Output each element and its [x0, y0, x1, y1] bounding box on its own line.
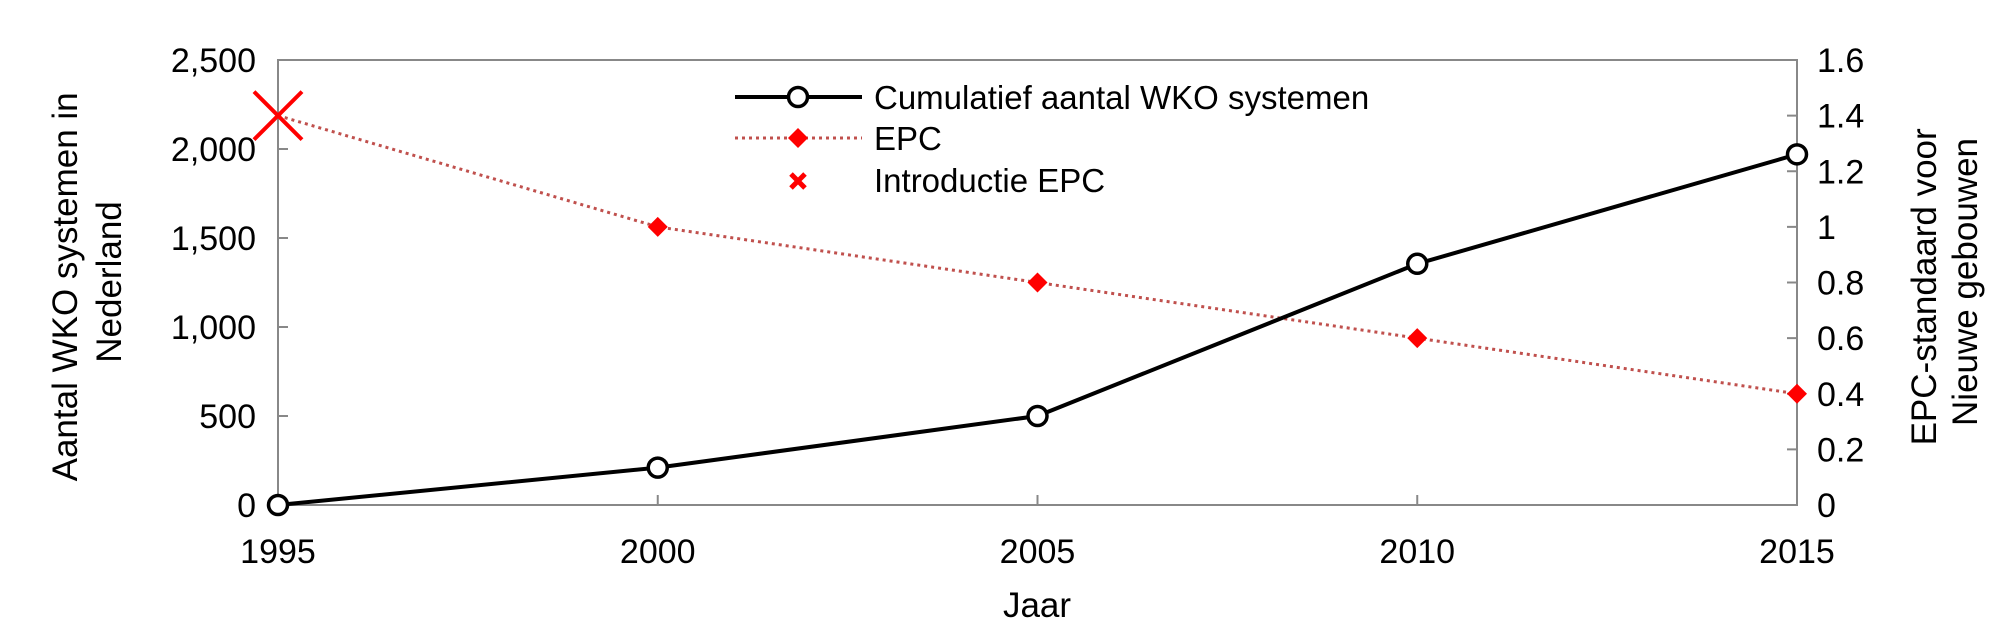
- legend-label-epc: EPC: [874, 120, 942, 157]
- right-y-tick-label: 0.2: [1817, 431, 1864, 469]
- x-tick-label: 2010: [1379, 533, 1455, 571]
- right-y-tick-label: 0.6: [1817, 320, 1864, 358]
- right-y-axis-title-line2: Nieuwe gebouwen: [1946, 138, 1985, 426]
- left-y-tick-label: 0: [237, 487, 256, 525]
- x-tick-label: 2000: [620, 533, 696, 571]
- left-y-tick-label: 500: [199, 398, 256, 436]
- right-y-axis: 0 0.2 0.4 0.6 0.8 1 1.2 1.4 1.6: [1787, 42, 1864, 525]
- series-layer: [252, 90, 1809, 517]
- right-y-tick-label: 1.4: [1817, 98, 1864, 136]
- x-axis-title: Jaar: [1003, 586, 1071, 625]
- x-tick-label: 1995: [240, 533, 316, 571]
- left-y-axis: 0 500 1,000 1,500 2,000 2,500: [171, 42, 288, 525]
- epc-line: [277, 114, 1798, 396]
- right-y-tick-label: 0.4: [1817, 376, 1864, 414]
- left-y-axis-title-line1: Aantal WKO systemen in: [46, 92, 85, 481]
- epc-point: [647, 216, 668, 237]
- wko-point: [646, 456, 669, 479]
- right-y-tick-label: 1.6: [1817, 42, 1864, 80]
- legend: Cumulatief aantal WKO systemen EPC Intro…: [735, 79, 1369, 199]
- right-y-tick-label: 0.8: [1817, 265, 1864, 303]
- left-y-tick-label: 1,500: [171, 220, 256, 258]
- wko-point: [1406, 252, 1429, 276]
- introductie-epc-point: [252, 90, 304, 142]
- left-y-axis-title: Aantal WKO systemen in Nederland: [46, 83, 129, 482]
- left-y-axis-title-line2: Nederland: [90, 201, 129, 363]
- legend-label-wko: Cumulatief aantal WKO systemen: [874, 79, 1369, 116]
- x-tick-label: 2015: [1759, 533, 1835, 571]
- epc-point: [1407, 328, 1428, 349]
- x-axis: 1995 2000 2005 2010 2015: [240, 495, 1835, 571]
- wko-line: [277, 152, 1798, 507]
- wko-point: [1026, 404, 1049, 428]
- legend-swatch-wko-marker: [786, 85, 810, 109]
- wko-point: [266, 493, 290, 517]
- x-tick-label: 2005: [1000, 533, 1076, 571]
- right-y-axis-title: EPC-standaard voor Nieuwe gebouwen: [1905, 119, 1985, 446]
- left-y-tick-label: 1,000: [171, 309, 256, 347]
- right-y-tick-label: 1: [1817, 209, 1836, 247]
- legend-label-introductie: Introductie EPC: [874, 162, 1105, 199]
- left-y-tick-label: 2,000: [171, 131, 256, 169]
- wko-point: [1785, 143, 1809, 166]
- right-y-axis-title-line1: EPC-standaard voor: [1905, 128, 1944, 445]
- right-y-tick-label: 1.2: [1817, 153, 1864, 191]
- left-y-tick-label: 2,500: [171, 42, 256, 80]
- epc-point: [1787, 383, 1807, 404]
- right-y-tick-label: 0: [1817, 487, 1836, 525]
- legend-swatch-introductie-marker: [789, 172, 807, 190]
- epc-point: [1027, 272, 1048, 293]
- legend-swatch-epc-marker: [788, 128, 808, 148]
